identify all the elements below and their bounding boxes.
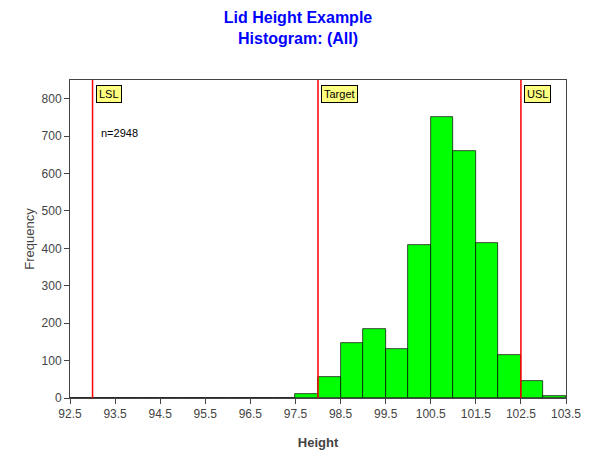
svg-text:n=2948: n=2948 [101,127,138,139]
svg-text:101.5: 101.5 [461,407,491,421]
svg-text:0: 0 [55,391,62,405]
svg-text:600: 600 [42,167,62,181]
svg-text:95.5: 95.5 [194,407,218,421]
svg-text:97.5: 97.5 [284,407,308,421]
svg-text:94.5: 94.5 [149,407,173,421]
svg-text:700: 700 [42,129,62,143]
svg-text:92.5: 92.5 [58,407,82,421]
svg-text:102.5: 102.5 [506,407,536,421]
svg-text:500: 500 [42,204,62,218]
svg-text:Target: Target [324,88,355,100]
svg-text:100.5: 100.5 [416,407,446,421]
svg-text:200: 200 [42,316,62,330]
svg-text:Lid Height ExampleHistogram: (: Lid Height ExampleHistogram: (All) [224,9,373,47]
svg-text:USL: USL [527,88,548,100]
svg-text:400: 400 [42,242,62,256]
svg-text:99.5: 99.5 [374,407,398,421]
svg-text:98.5: 98.5 [329,407,353,421]
svg-text:LSL: LSL [99,88,119,100]
svg-text:100: 100 [42,354,62,368]
svg-text:Frequency: Frequency [22,208,37,270]
svg-text:800: 800 [42,92,62,106]
svg-text:300: 300 [42,279,62,293]
svg-text:103.5: 103.5 [551,407,581,421]
svg-text:Height: Height [298,435,339,450]
svg-text:93.5: 93.5 [103,407,127,421]
svg-text:96.5: 96.5 [239,407,263,421]
